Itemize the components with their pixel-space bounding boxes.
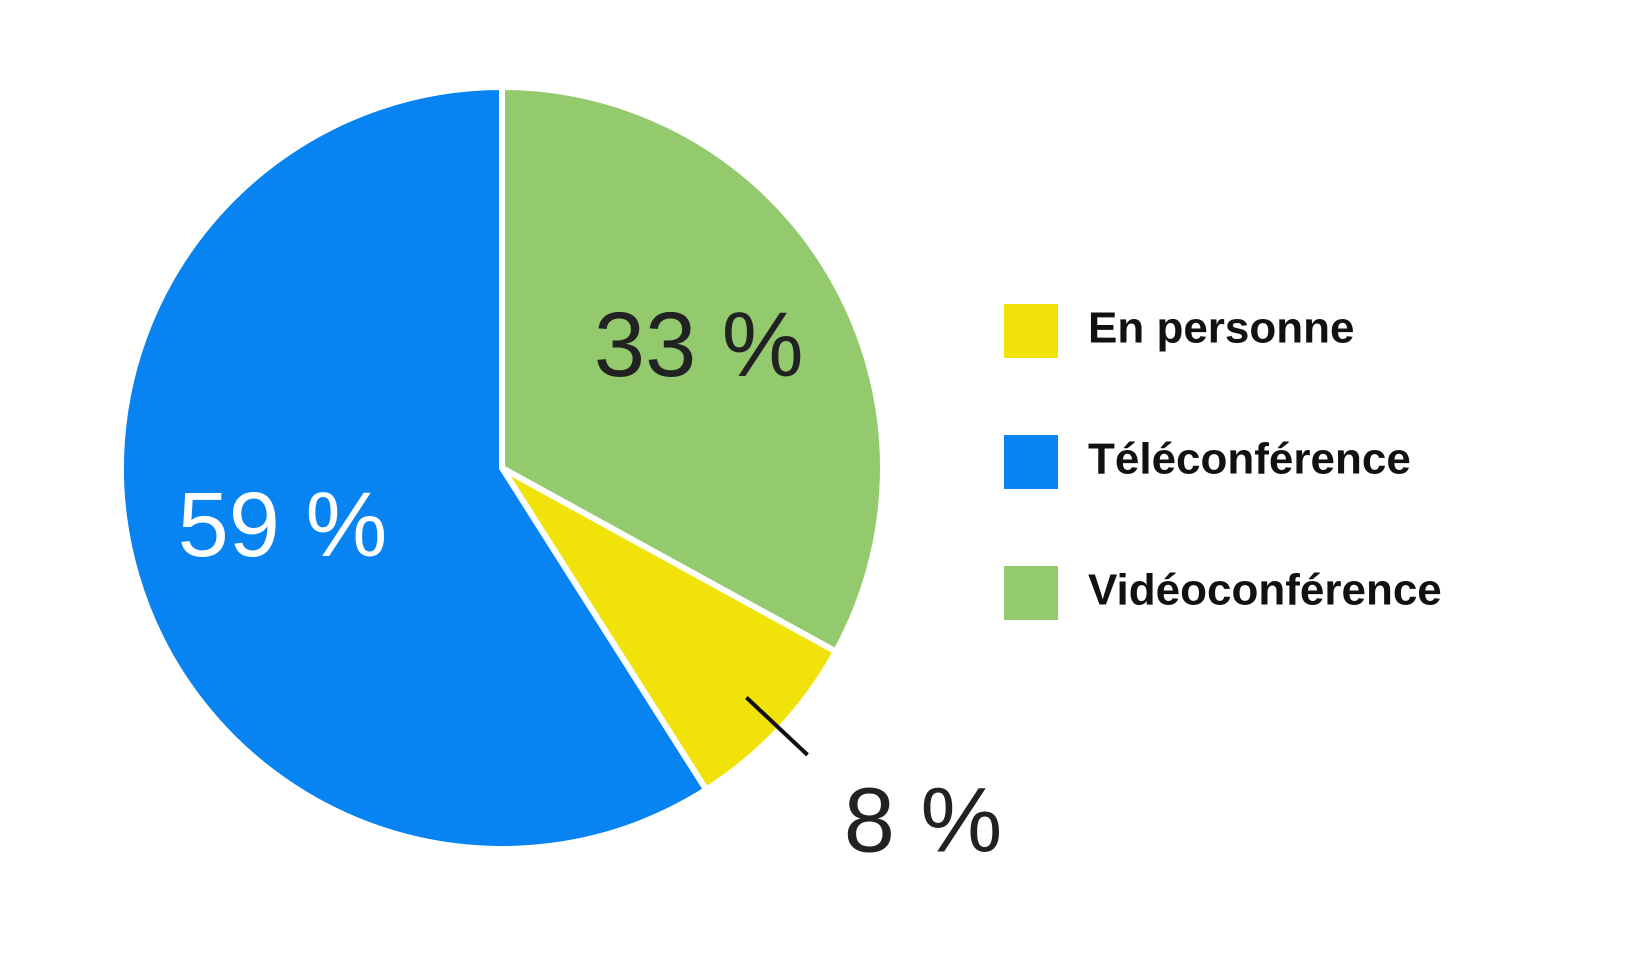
value-label: 33 % <box>594 294 804 396</box>
pie-slice <box>499 84 886 655</box>
leader-line <box>745 696 809 757</box>
legend-swatch <box>1004 304 1058 358</box>
pie-slice <box>118 84 710 852</box>
legend-label: Téléconférence <box>1088 435 1411 484</box>
legend-label: Vidéoconférence <box>1088 566 1442 615</box>
value-label: 59 % <box>178 474 388 576</box>
legend-label: En personne <box>1088 304 1355 353</box>
legend-swatch <box>1004 435 1058 489</box>
value-label: 8 % <box>844 769 1003 871</box>
legend-swatch <box>1004 566 1058 620</box>
